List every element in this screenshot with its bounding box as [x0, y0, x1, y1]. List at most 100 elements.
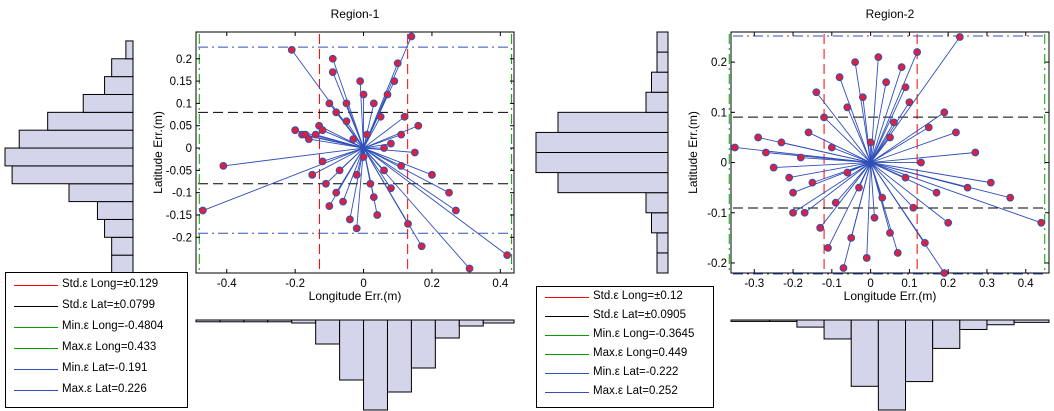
legend-entry-min-long: Min.ε Long=-0.3645	[537, 326, 713, 346]
error-vector	[800, 157, 871, 163]
error-point	[404, 220, 412, 228]
error-vector	[363, 147, 433, 176]
error-point	[789, 208, 797, 217]
error-point	[393, 59, 402, 68]
error-point	[335, 166, 344, 175]
lat-hist-bar	[111, 254, 134, 274]
long-hist-bar	[243, 319, 269, 323]
error-vector	[363, 147, 450, 194]
error-point	[342, 117, 351, 126]
error-point	[789, 188, 797, 197]
lat-hist-bar	[656, 232, 669, 254]
long-hist-bar	[932, 319, 961, 349]
lat-hist-bar	[651, 212, 669, 234]
error-vector	[870, 51, 918, 163]
error-vector	[812, 162, 871, 184]
lat-hist-bar	[68, 183, 134, 203]
error-vector	[870, 162, 875, 218]
error-point	[369, 193, 378, 202]
long-hist-bar	[458, 319, 484, 327]
error-vector	[815, 91, 871, 163]
error-point	[889, 118, 898, 127]
error-vector	[847, 162, 871, 173]
y-tick-label: -0.05	[166, 165, 192, 177]
y-tick-label: 0.2	[711, 57, 727, 69]
error-point	[387, 139, 395, 148]
y-tick-label: 0.2	[176, 54, 192, 66]
error-point	[380, 144, 388, 152]
y-tick-label: -0.2	[707, 258, 727, 270]
error-point	[905, 98, 914, 107]
y-tick-label: 0.05	[170, 121, 192, 133]
error-vector	[870, 162, 899, 254]
lat-hist-bar	[111, 236, 134, 256]
error-point	[804, 128, 813, 137]
error-point	[812, 88, 821, 97]
error-vector	[870, 127, 930, 163]
lat-hist-bar	[104, 218, 134, 238]
error-vector	[846, 107, 872, 163]
error-point	[897, 63, 906, 72]
x-tick-label: 0.2	[940, 278, 956, 290]
error-point	[944, 218, 953, 227]
error-point	[369, 99, 378, 108]
error-point	[328, 54, 337, 63]
y-tick-label: -0.1	[707, 208, 727, 220]
error-point	[882, 78, 891, 87]
error-vector	[870, 102, 910, 163]
error-point	[325, 202, 334, 210]
long-hist-bar	[339, 319, 365, 381]
x-tick-label: -0.3	[744, 278, 764, 290]
error-point	[901, 173, 910, 182]
error-point	[400, 112, 409, 121]
lat-hist-bar	[651, 71, 669, 93]
y-tick-label: -0.15	[166, 210, 192, 222]
error-vector	[835, 162, 871, 204]
legend-region-1: Std.ε Long=±0.129 Std.ε Lat=±0.0799 Min.…	[5, 272, 188, 408]
error-point	[304, 135, 313, 144]
x-tick-label: 0	[867, 278, 873, 290]
lat-hist-bar	[535, 131, 669, 154]
error-point	[843, 168, 852, 177]
error-point	[318, 157, 327, 166]
error-point	[800, 208, 809, 217]
error-point	[866, 138, 875, 147]
error-point	[219, 161, 228, 170]
error-vector	[792, 162, 871, 194]
error-point	[855, 183, 863, 192]
lat-hist-bar	[645, 91, 669, 113]
error-point	[963, 183, 972, 192]
error-vector	[322, 147, 364, 162]
error-vector	[322, 129, 364, 149]
chart-title: Region-2	[866, 7, 915, 21]
error-vector	[831, 147, 871, 163]
error-vector	[870, 67, 903, 163]
error-vector	[363, 147, 392, 189]
error-vector	[870, 162, 991, 184]
lat-hist-bar	[111, 58, 134, 78]
chart-title: Region-1	[331, 7, 380, 21]
lat-hist-bar	[47, 111, 134, 131]
lat-hist-bar	[645, 192, 669, 214]
error-point	[808, 178, 817, 187]
error-point	[971, 148, 980, 157]
error-vector	[870, 162, 914, 209]
error-vector	[202, 147, 364, 211]
error-point	[831, 198, 840, 207]
error-point	[390, 77, 399, 85]
error-point	[909, 203, 918, 212]
error-point	[383, 90, 392, 99]
y-axis-label: Latitude Err.(m)	[151, 111, 165, 194]
legend-entry-min-lat: Min.ε Lat=-0.191	[6, 360, 187, 380]
error-vector	[781, 142, 871, 163]
x-tick-label: -0.2	[285, 278, 305, 290]
error-vector	[291, 49, 364, 149]
long-hist-bar	[905, 319, 934, 383]
error-vector	[789, 162, 871, 179]
error-point	[986, 178, 995, 187]
error-point	[451, 206, 460, 215]
error-vector	[363, 147, 457, 211]
lat-hist-bar	[557, 172, 669, 194]
error-point	[397, 161, 406, 170]
